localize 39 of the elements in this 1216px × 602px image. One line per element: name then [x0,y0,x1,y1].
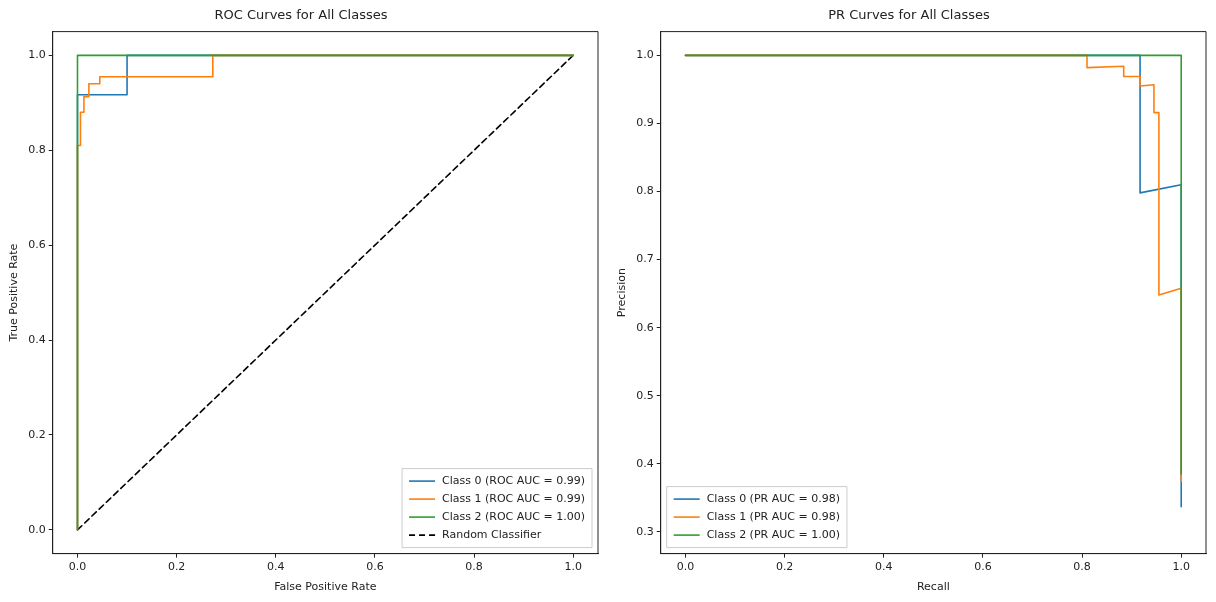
chart-title: ROC Curves for All Classes [214,7,388,23]
x-tick-label: 0.4 [267,560,285,574]
x-axis-title: False Positive Rate [274,580,377,594]
y-tick-label: 1.0 [636,48,654,62]
y-axis-title: True Positive Rate [7,243,21,343]
x-tick-label: 0.8 [1073,560,1091,574]
x-tick-label: 1.0 [1172,560,1190,574]
x-tick-label: 0.2 [167,560,186,574]
x-tick-label: 0.6 [366,560,384,574]
x-tick-label: 0.6 [974,560,992,574]
x-tick-label: 0.2 [775,560,794,574]
y-tick-label: 0.3 [636,524,654,538]
y-tick-label: 1.0 [28,48,46,62]
y-tick-label: 0.4 [28,332,46,346]
legend-label: Class 2 (ROC AUC = 1.00) [442,509,585,523]
y-axis-title: Precision [615,268,629,318]
legend-label: Class 2 (PR AUC = 1.00) [706,527,840,541]
legend-label: Class 0 (PR AUC = 0.98) [706,491,840,505]
chart-title: PR Curves for All Classes [828,7,990,23]
x-axis-title: Recall [916,580,950,594]
y-tick-label: 0.2 [28,427,46,441]
x-tick-label: 1.0 [564,560,582,574]
y-tick-label: 0.7 [636,252,654,266]
legend-label: Class 1 (PR AUC = 0.98) [706,509,840,523]
y-tick-label: 0.8 [636,184,654,198]
x-tick-label: 0.0 [676,560,695,574]
legend-label: Class 1 (ROC AUC = 0.99) [442,491,585,505]
x-tick-label: 0.8 [465,560,483,574]
legend-label: Random Classifier [442,527,542,541]
y-tick-label: 0.8 [28,143,46,157]
y-tick-label: 0.6 [636,320,654,334]
x-tick-label: 0.0 [68,560,87,574]
y-tick-label: 0.5 [636,388,654,402]
y-tick-label: 0.6 [28,238,46,251]
legend-label: Class 0 (ROC AUC = 0.99) [442,473,585,487]
y-tick-label: 0.4 [636,456,654,470]
y-tick-label: 0.9 [636,116,654,130]
x-tick-label: 0.4 [875,560,893,574]
y-tick-label: 0.0 [28,522,46,536]
